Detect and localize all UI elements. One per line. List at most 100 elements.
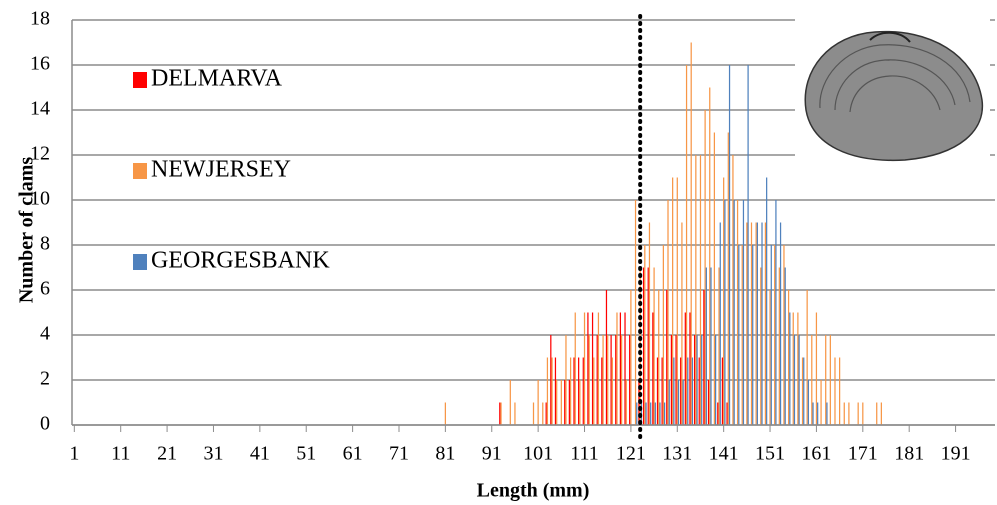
bar bbox=[738, 245, 739, 425]
bar bbox=[648, 268, 649, 426]
bar bbox=[747, 65, 748, 425]
bar bbox=[704, 110, 705, 425]
bar bbox=[734, 200, 735, 425]
bar bbox=[671, 335, 672, 425]
bar bbox=[686, 65, 687, 425]
bar bbox=[514, 403, 515, 426]
bar bbox=[659, 403, 660, 426]
bar bbox=[757, 223, 758, 426]
x-tick-label: 91 bbox=[482, 443, 502, 465]
bar bbox=[826, 403, 827, 426]
bar bbox=[743, 200, 744, 425]
bar bbox=[678, 380, 679, 425]
bar bbox=[714, 133, 715, 426]
bar bbox=[718, 268, 719, 426]
bar bbox=[675, 335, 676, 425]
bar bbox=[687, 358, 688, 426]
bar bbox=[680, 358, 681, 426]
y-tick-label: 4 bbox=[40, 323, 50, 345]
bar bbox=[666, 290, 667, 425]
bar bbox=[667, 200, 668, 425]
bar bbox=[798, 335, 799, 425]
bar bbox=[681, 223, 682, 426]
bar bbox=[564, 380, 565, 425]
bar bbox=[830, 335, 831, 425]
x-tick-label: 1 bbox=[69, 443, 79, 465]
bar bbox=[606, 290, 607, 425]
bar bbox=[635, 200, 636, 425]
x-tick-label: 51 bbox=[296, 443, 316, 465]
x-tick-label: 151 bbox=[755, 443, 785, 465]
x-tick-label: 121 bbox=[616, 443, 646, 465]
bar bbox=[643, 268, 644, 426]
bar bbox=[685, 313, 686, 426]
bar bbox=[538, 380, 539, 425]
bar bbox=[499, 403, 500, 426]
bar bbox=[649, 223, 650, 426]
bar bbox=[709, 88, 710, 426]
bar bbox=[500, 403, 501, 426]
bar bbox=[844, 403, 845, 426]
bar bbox=[807, 290, 808, 425]
bar bbox=[669, 380, 670, 425]
bar bbox=[542, 403, 543, 426]
y-tick-label: 14 bbox=[30, 98, 50, 120]
y-tick-label: 8 bbox=[40, 233, 50, 255]
bar bbox=[583, 358, 584, 426]
bar bbox=[672, 178, 673, 426]
bar bbox=[598, 313, 599, 426]
bar bbox=[760, 268, 761, 426]
bar bbox=[636, 403, 637, 426]
bar bbox=[607, 335, 608, 425]
legend-label: NEWJERSEY bbox=[151, 157, 291, 183]
clam-illustration bbox=[795, 18, 990, 166]
bar bbox=[584, 313, 585, 426]
bar bbox=[769, 290, 770, 425]
x-tick-label: 41 bbox=[250, 443, 270, 465]
bar bbox=[710, 268, 711, 426]
bar bbox=[746, 223, 747, 426]
bar bbox=[645, 403, 646, 426]
bar bbox=[602, 335, 603, 425]
bar bbox=[578, 358, 579, 426]
y-axis-title: Number of clams bbox=[16, 157, 38, 303]
bar bbox=[689, 313, 690, 426]
bar bbox=[761, 223, 762, 426]
x-axis-title: Length (mm) bbox=[477, 480, 590, 502]
y-tick-label: 2 bbox=[40, 368, 50, 390]
bar bbox=[550, 335, 551, 425]
bar bbox=[701, 335, 702, 425]
bar bbox=[706, 268, 707, 426]
bar bbox=[653, 268, 654, 426]
bar bbox=[820, 380, 821, 425]
bar bbox=[793, 313, 794, 426]
bar bbox=[662, 358, 663, 426]
bar bbox=[876, 403, 877, 426]
bar bbox=[742, 245, 743, 425]
bar bbox=[858, 403, 859, 426]
bar bbox=[732, 155, 733, 425]
bar bbox=[839, 358, 840, 426]
bar bbox=[715, 335, 716, 425]
x-tick-label: 71 bbox=[389, 443, 409, 465]
bar bbox=[825, 335, 826, 425]
bar bbox=[593, 358, 594, 426]
bar bbox=[751, 223, 752, 426]
bar bbox=[673, 358, 674, 426]
bar bbox=[561, 380, 562, 425]
bar bbox=[756, 223, 757, 426]
x-tick-label: 101 bbox=[523, 443, 553, 465]
bar bbox=[811, 335, 812, 425]
bar bbox=[556, 380, 557, 425]
bar bbox=[445, 403, 446, 426]
y-tick-label: 6 bbox=[40, 278, 50, 300]
bar bbox=[565, 335, 566, 425]
bar bbox=[630, 290, 631, 425]
bar bbox=[615, 335, 616, 425]
bar bbox=[592, 313, 593, 426]
bar bbox=[597, 335, 598, 425]
bar bbox=[848, 403, 849, 426]
bar bbox=[624, 313, 625, 426]
y-tick-label: 18 bbox=[30, 8, 50, 30]
x-tick-label: 191 bbox=[941, 443, 971, 465]
